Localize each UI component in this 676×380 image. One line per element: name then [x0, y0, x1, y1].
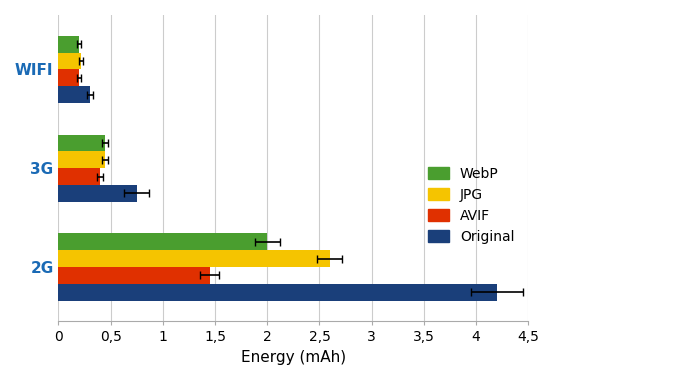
Bar [58, 70, 79, 86]
Bar [58, 233, 267, 250]
Bar [58, 267, 210, 284]
Bar [58, 52, 81, 70]
Bar [58, 36, 79, 52]
Bar [58, 86, 90, 103]
Bar [58, 284, 497, 301]
Legend: WebP, JPG, AVIF, Original: WebP, JPG, AVIF, Original [421, 160, 521, 250]
Bar [58, 151, 105, 168]
Bar [58, 168, 100, 185]
Bar [58, 250, 330, 267]
Bar [58, 135, 105, 151]
Bar [58, 185, 137, 202]
X-axis label: Energy (mAh): Energy (mAh) [241, 350, 346, 365]
